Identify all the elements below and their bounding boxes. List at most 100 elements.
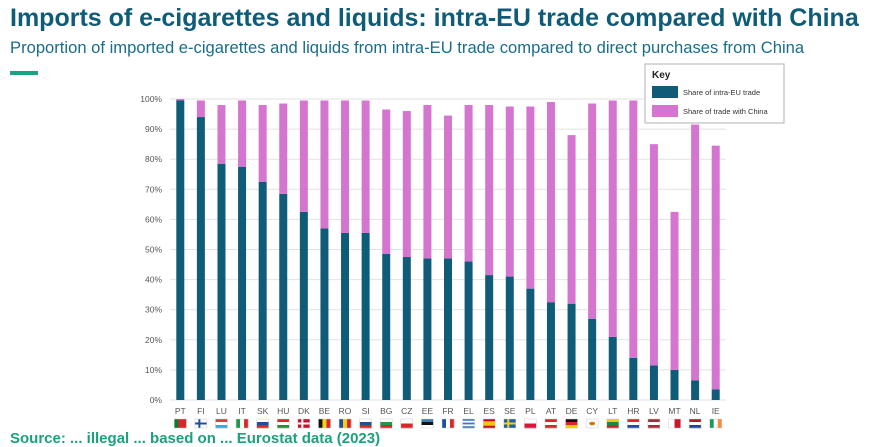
flag-border (668, 418, 681, 429)
legend-label-china: Share of trade with China (683, 107, 768, 116)
flag-stripe (544, 419, 557, 423)
flag-be-icon (318, 418, 331, 429)
flag-stripe (668, 419, 675, 428)
flag-stripe (174, 419, 179, 428)
flag-stripe (256, 422, 269, 426)
bar-china-ee (423, 105, 432, 259)
flag-stripe (674, 419, 681, 428)
bar-china-lt (608, 100, 617, 337)
x-tick-label: CZ (401, 406, 412, 416)
flag-stripe (524, 419, 537, 424)
legend-swatch-intra-eu (652, 86, 678, 98)
flag-stripe (524, 423, 537, 429)
flag-border (338, 418, 352, 429)
flag-border (174, 418, 187, 429)
flag-border (441, 418, 455, 429)
flag-stripe (565, 422, 578, 426)
flag-es-icon (482, 418, 496, 429)
flag-stripe (483, 423, 496, 427)
bar-china-cz (402, 111, 411, 258)
flag-stripe (606, 419, 619, 423)
flag-stripe (277, 419, 290, 423)
flag-border (421, 418, 434, 429)
flag-stripe (326, 419, 331, 428)
flag-fr-icon (441, 418, 455, 429)
flag-stripe (565, 425, 578, 429)
bar-china-ie (711, 145, 720, 390)
flag-border (482, 418, 496, 429)
flag-stripe (627, 425, 640, 429)
flag-stripe (544, 422, 557, 426)
flag-stripe (380, 425, 393, 429)
bar-intra-eu-cy (588, 318, 597, 400)
bar-intra-eu-fr (444, 258, 452, 400)
title-accent-bar (10, 71, 38, 75)
x-tick-label: CY (586, 406, 598, 416)
flag-border (709, 418, 722, 429)
flag-stripe (713, 419, 719, 428)
flag-hr-icon (627, 418, 640, 429)
flag-at-icon (544, 418, 558, 429)
x-tick-label: ES (484, 406, 496, 416)
bar-china-nl (691, 124, 700, 381)
bar-china-se (505, 106, 514, 277)
flag-border (194, 418, 208, 429)
flag-stripe (544, 425, 557, 429)
chart-title: Imports of e-cigarettes and liquids: int… (10, 4, 859, 32)
flag-stripe (236, 419, 241, 428)
flag-stripe (380, 422, 393, 426)
x-tick-label: FI (197, 406, 205, 416)
y-tick-label: 10% (145, 365, 162, 375)
x-tick-label: PL (525, 406, 536, 416)
flag-stripe (483, 425, 496, 429)
flag-stripe (215, 419, 228, 423)
flag-stripe (240, 419, 245, 428)
flag-dk-icon (297, 418, 311, 429)
flag-stripe (446, 419, 451, 428)
bar-intra-eu-se (505, 276, 514, 400)
flag-border (256, 418, 269, 429)
flag-stripe (359, 419, 372, 423)
flag-stripe (627, 422, 640, 426)
x-tick-label: DK (298, 406, 310, 416)
flag-stripe (462, 426, 475, 429)
flag-cross (194, 422, 207, 425)
bar-china-dk (299, 100, 308, 212)
y-tick-label: 90% (145, 124, 162, 134)
flag-border (647, 418, 661, 429)
flag-stripe (380, 419, 393, 423)
flag-el-icon (462, 418, 475, 429)
flag-stripe (462, 420, 475, 423)
x-tick-label: LU (216, 406, 227, 416)
y-tick-label: 50% (145, 245, 162, 255)
x-tick-label: IE (712, 406, 720, 416)
flag-stripe (182, 419, 187, 428)
flag-border (318, 418, 331, 429)
bar-china-cy (588, 103, 597, 319)
flag-stripe (400, 419, 413, 424)
flag-stripe (347, 419, 352, 428)
bar-china-pl (526, 106, 535, 289)
flag-stripe (178, 419, 183, 428)
y-tick-label: 20% (145, 335, 162, 345)
bar-intra-eu-pt (176, 100, 185, 400)
flag-ie-icon (709, 418, 723, 429)
bar-china-mt (670, 211, 679, 370)
x-tick-label: EE (422, 406, 434, 416)
flag-stripe (450, 419, 455, 428)
bar-china-bg (382, 109, 391, 255)
bar-intra-eu-sk (258, 181, 267, 400)
y-tick-label: 40% (145, 275, 162, 285)
flag-de-icon (565, 418, 578, 429)
x-tick-label: HR (627, 406, 639, 416)
legend-label-intra-eu: Share of intra-EU trade (683, 88, 760, 97)
x-tick-label: DE (566, 406, 578, 416)
bar-china-si (361, 100, 370, 233)
y-tick-label: 80% (145, 154, 162, 164)
x-axis-ticks: PT FI LU IT SK HU DK BE RO SI BG CZ EE FR EL ES SE PL AT DE… (175, 406, 720, 416)
y-tick-label: 70% (145, 184, 162, 194)
flag-it-icon (235, 418, 249, 429)
flag-stripe (462, 424, 475, 427)
flag-border (544, 418, 558, 429)
flag-stripe (339, 419, 344, 428)
